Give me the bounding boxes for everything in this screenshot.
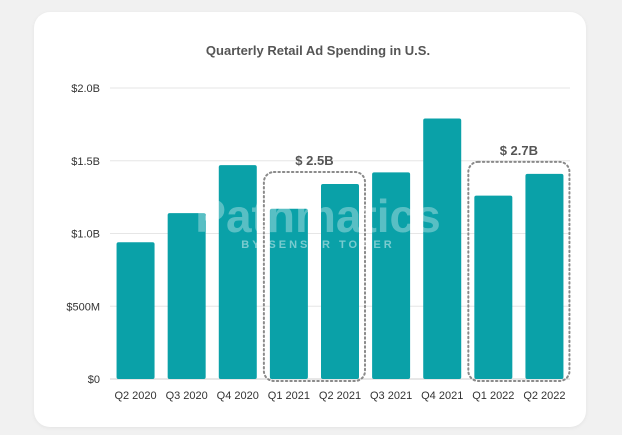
x-tick-label: Q2 2022 (523, 390, 565, 402)
watermark-text: Pathmatics (195, 190, 440, 242)
group-total-label: $ 2.5B (295, 153, 333, 168)
y-axis-ticks: $0 $500M $1.0B $1.5B $2.0B (66, 83, 100, 386)
bar (167, 213, 206, 379)
group-total-label: $ 2.7B (500, 143, 538, 158)
x-tick-label: Q3 2020 (166, 390, 208, 402)
bar (269, 208, 308, 379)
x-tick-label: Q4 2021 (421, 390, 463, 402)
y-tick-label: $1.5B (71, 156, 100, 168)
x-tick-label: Q2 2021 (319, 390, 361, 402)
bar (372, 172, 411, 379)
group-box (467, 160, 571, 382)
y-tick-label: $2.0B (71, 83, 100, 95)
x-tick-label: Q1 2021 (268, 390, 310, 402)
group-annotations: $ 2.5B $ 2.7B (262, 143, 571, 382)
bar (218, 165, 257, 379)
y-tick-label: $0 (88, 374, 100, 386)
x-tick-label: Q2 2020 (114, 390, 156, 402)
bars (116, 118, 564, 380)
group-box (262, 171, 366, 382)
bar (321, 184, 359, 379)
bar (116, 242, 155, 379)
x-tick-label: Q1 2022 (472, 390, 514, 402)
bar (474, 195, 513, 379)
chart-title: Quarterly Retail Ad Spending in U.S. (206, 43, 430, 58)
y-tick-label: $1.0B (71, 229, 100, 241)
x-tick-label: Q3 2021 (370, 390, 412, 402)
x-axis-labels: Q2 2020 Q3 2020 Q4 2020 Q1 2021 Q2 2021 Q3 20… (114, 390, 565, 402)
watermark-subtext: BY SENSOR TOWER (241, 239, 394, 251)
x-tick-label: Q4 2020 (217, 390, 259, 402)
bar (423, 118, 462, 380)
y-tick-label: $500M (66, 301, 100, 313)
bar (525, 173, 564, 379)
